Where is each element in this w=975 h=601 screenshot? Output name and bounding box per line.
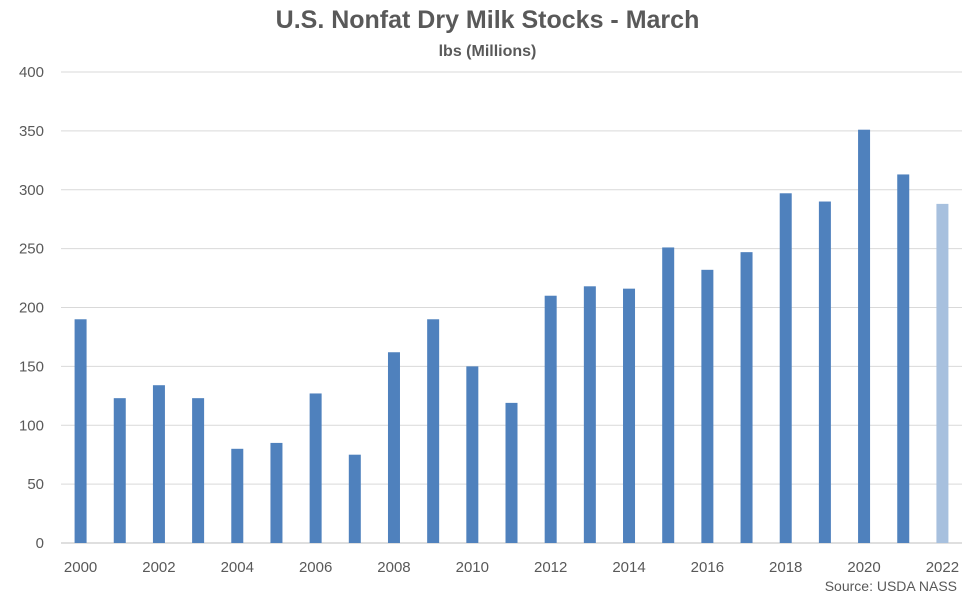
bar-2014: [623, 288, 636, 543]
y-tick-label: 250: [19, 241, 44, 258]
bar-2017: [740, 252, 753, 543]
chart-title: U.S. Nonfat Dry Milk Stocks - March: [275, 6, 700, 34]
y-tick-label: 0: [36, 535, 44, 552]
y-tick-label: 200: [19, 300, 44, 317]
bar-2012: [544, 295, 557, 543]
x-tick-label: 2004: [221, 559, 254, 576]
bar-2013: [583, 286, 596, 543]
bar-2007: [348, 454, 361, 543]
bar-2000: [74, 319, 87, 543]
x-tick-label: 2016: [691, 559, 724, 576]
x-tick-label: 2000: [64, 559, 97, 576]
bar-2011: [505, 402, 518, 543]
x-tick-label: 2020: [847, 559, 880, 576]
y-tick-label: 150: [19, 358, 44, 375]
y-tick-label: 50: [27, 476, 44, 493]
bar-2008: [387, 352, 400, 543]
x-tick-label: 2018: [769, 559, 802, 576]
bar-2021: [897, 174, 910, 543]
bar-2016: [701, 269, 714, 543]
bar-2010: [466, 366, 479, 543]
x-tick-label: 2006: [299, 559, 332, 576]
bar-2002: [152, 385, 165, 543]
bar-2019: [818, 201, 831, 543]
x-tick-label: 2008: [377, 559, 410, 576]
x-tick-label: 2012: [534, 559, 567, 576]
y-tick-label: 400: [19, 64, 44, 81]
y-tick-label: 350: [19, 123, 44, 140]
bar-2005: [270, 442, 283, 543]
bar-2015: [662, 247, 675, 543]
x-tick-label: 2014: [612, 559, 645, 576]
bar-2001: [113, 398, 126, 543]
source-note: Source: USDA NASS: [824, 578, 957, 594]
chart-subtitle: lbs (Millions): [438, 43, 537, 60]
x-tick-label: 2022: [926, 559, 959, 576]
bar-2009: [427, 319, 440, 543]
x-tick-label: 2010: [456, 559, 489, 576]
y-tick-label: 300: [19, 182, 44, 199]
y-tick-label: 100: [19, 417, 44, 434]
x-tick-label: 2002: [142, 559, 175, 576]
bar-2020: [858, 129, 871, 543]
bar-2022: [936, 203, 949, 543]
bar-2006: [309, 393, 322, 543]
bar-2003: [192, 398, 205, 543]
bar-2018: [779, 193, 792, 543]
bar-2004: [231, 448, 244, 543]
